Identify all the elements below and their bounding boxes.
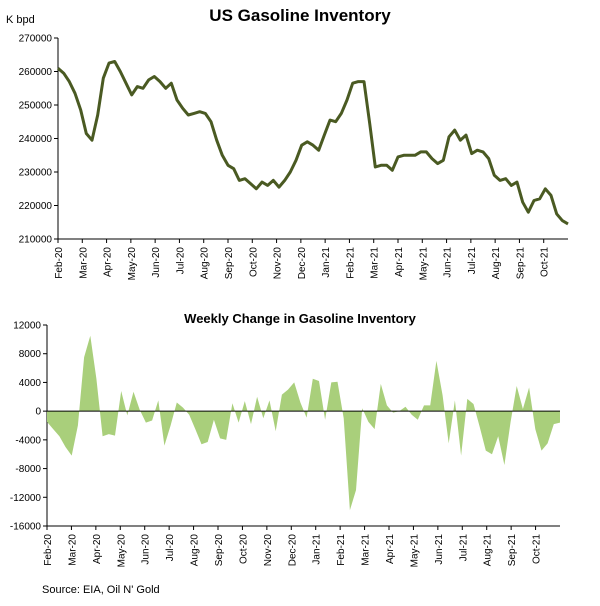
- chart-title-inventory: US Gasoline Inventory: [209, 6, 391, 25]
- x-tick-label: May-20: [116, 534, 127, 568]
- x-tick-label: Mar-20: [67, 534, 78, 566]
- y-tick-label: 8000: [19, 349, 42, 360]
- x-tick-label: Feb-20: [54, 247, 65, 279]
- x-tick-label: Feb-21: [345, 247, 356, 279]
- y-tick-label: -8000: [15, 464, 41, 475]
- x-tick-label: Sep-21: [515, 247, 526, 280]
- y-tick-label: 270000: [19, 34, 53, 45]
- x-tick-label: Aug-20: [200, 247, 211, 280]
- x-tick-label: Nov-20: [263, 534, 274, 567]
- inventory-series-line: [57, 60, 569, 226]
- x-tick-label: Jan-21: [321, 247, 332, 278]
- weekly-change-area: [47, 335, 560, 511]
- inventory-line-chart: 210000 220000 230000 240000 250000 260000 2700…: [19, 34, 569, 281]
- x-tick-label: Jun-21: [434, 534, 445, 565]
- x-tick-label: Oct-20: [238, 534, 249, 564]
- y-tick-label: -4000: [15, 435, 41, 446]
- y-tick-label: 0: [35, 407, 41, 418]
- x-tick-label: Oct-20: [248, 247, 259, 277]
- x-tick-label: Jan-21: [312, 534, 323, 565]
- x-tick-label: Feb-20: [43, 534, 54, 566]
- x-tick-label: Sep-20: [224, 247, 235, 280]
- x-tick-label: Mar-20: [78, 247, 89, 279]
- y-tick-label: 12000: [13, 321, 41, 332]
- x-tick-label: May-21: [409, 534, 420, 568]
- x-tick-label: Jun-20: [151, 247, 162, 278]
- x-tick-label: Oct-21: [532, 534, 543, 564]
- x-tick-label: May-21: [418, 247, 429, 281]
- x-tick-label: Aug-20: [190, 534, 201, 567]
- x-tick-label: Mar-21: [370, 247, 381, 279]
- y-tick-label: 240000: [19, 134, 53, 145]
- x-tick-label: Apr-21: [385, 534, 396, 564]
- source-note: Source: EIA, Oil N' Gold: [42, 584, 160, 596]
- x-tick-label: Nov-20: [273, 247, 284, 280]
- y-tick-label: 250000: [19, 101, 53, 112]
- chart-title-weekly-change: Weekly Change in Gasoline Inventory: [184, 311, 416, 326]
- x-tick-label: Jul-20: [175, 247, 186, 275]
- y-axis-unit-label: K bpd: [6, 14, 35, 26]
- y-tick-label: 4000: [19, 378, 42, 389]
- y-tick-label: 230000: [19, 168, 53, 179]
- x-tick-label: Jul-21: [458, 534, 469, 562]
- x-tick-label: Aug-21: [483, 534, 494, 567]
- x-tick-label: Jul-20: [165, 534, 176, 562]
- x-tick-label: Apr-20: [92, 534, 103, 564]
- x-tick-label: Oct-21: [540, 247, 551, 277]
- x-tick-label: Jun-21: [443, 247, 454, 278]
- x-tick-label: Sep-21: [507, 534, 518, 567]
- x-tick-label: Sep-20: [214, 534, 225, 567]
- y-tick-label: -12000: [10, 493, 42, 504]
- y-tick-label: 260000: [19, 67, 53, 78]
- x-tick-label: Apr-21: [394, 247, 405, 277]
- x-tick-label: Apr-20: [103, 247, 114, 277]
- x-tick-label: Feb-21: [336, 534, 347, 566]
- x-tick-label: Aug-21: [491, 247, 502, 280]
- x-tick-label: Dec-20: [297, 247, 308, 280]
- x-tick-label: Jul-21: [467, 247, 478, 275]
- y-tick-label: 210000: [19, 235, 53, 246]
- x-tick-label: May-20: [127, 247, 138, 281]
- x-tick-label: Mar-21: [361, 534, 372, 566]
- y-tick-label: 220000: [19, 201, 53, 212]
- x-tick-label: Jun-20: [141, 534, 152, 565]
- y-tick-label: -16000: [10, 522, 42, 533]
- x-tick-label: Dec-20: [287, 534, 298, 567]
